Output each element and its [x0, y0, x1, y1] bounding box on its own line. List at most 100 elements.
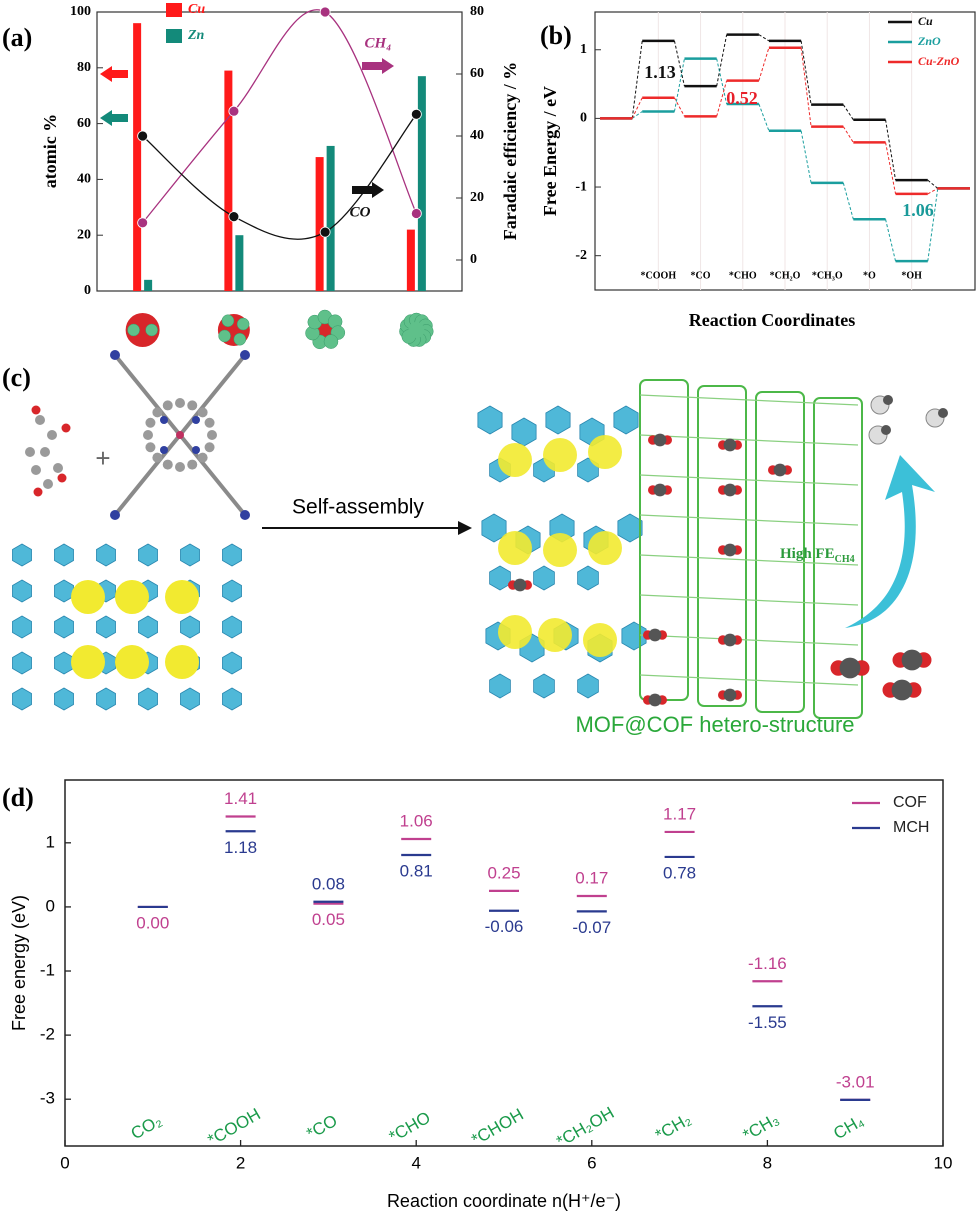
value-label: 1.06: [400, 811, 433, 830]
y-tick-label: -1: [40, 960, 55, 979]
mof-node: [481, 513, 507, 543]
y-tick-label: 60: [77, 116, 91, 131]
mof-node: [222, 615, 242, 639]
y-tick-label: 0: [46, 896, 55, 915]
cluster-atom: [323, 334, 339, 349]
atom: [152, 407, 163, 418]
cof-link: [639, 514, 859, 526]
ch4: [881, 425, 891, 435]
atom: [47, 430, 57, 440]
legend-label: Zn: [187, 28, 205, 43]
y-tick-label: 0: [84, 283, 91, 298]
step-connector: [927, 188, 939, 262]
atom: [240, 510, 250, 520]
atom: [33, 487, 43, 497]
cof-link: [639, 474, 859, 486]
value-label: 0.78: [663, 863, 696, 882]
atom: [204, 442, 215, 453]
pore: [165, 580, 199, 614]
value-label: 0.05: [312, 910, 345, 929]
mof-node: [138, 543, 158, 567]
bar: [144, 279, 153, 291]
step-label: *CHO: [386, 1108, 434, 1147]
step-label: *CH₂OH: [553, 1103, 617, 1151]
pore: [71, 645, 105, 679]
pore: [498, 443, 532, 477]
step-connector: [631, 40, 643, 119]
step-connector: [716, 80, 728, 117]
atom: [187, 459, 198, 470]
step-connector: [842, 104, 854, 121]
co2: [723, 543, 737, 557]
pore: [498, 531, 532, 565]
y-tick-label: 1: [46, 832, 55, 851]
bar: [315, 157, 324, 291]
atom: [162, 459, 173, 470]
cof-layer: [697, 385, 747, 707]
atom: [207, 430, 217, 440]
step-connector: [800, 130, 812, 184]
x-axis-label: Reaction coordinate n(H⁺/e⁻): [387, 1191, 621, 1211]
bar: [417, 76, 426, 291]
legend-label: ZnO: [917, 34, 941, 48]
mof-node: [180, 687, 200, 711]
value-label: 0.81: [400, 861, 433, 880]
pore: [588, 531, 622, 565]
atom: [187, 400, 198, 411]
step-label: *COOH: [204, 1104, 263, 1149]
y-axis-label: Free energy (eV): [9, 895, 29, 1031]
fe-label-sub: CH4: [835, 554, 855, 565]
y-tick-label: 0: [580, 111, 587, 126]
mof-node: [54, 651, 74, 675]
y2-tick-label: 40: [470, 128, 484, 143]
step-connector: [631, 97, 643, 119]
atom: [162, 400, 173, 411]
mof-node: [12, 615, 32, 639]
line-marker: [410, 208, 422, 219]
atom: [31, 465, 41, 475]
x-tick-label: *CH₃O: [812, 270, 843, 281]
co2: [513, 578, 527, 592]
bar: [406, 229, 415, 291]
atom: [240, 350, 250, 360]
step-connector: [758, 103, 770, 131]
mof-node: [54, 615, 74, 639]
x-tick-label: *CH₂O: [770, 270, 801, 281]
atom: [143, 430, 153, 440]
mof-node: [96, 687, 116, 711]
cof-link: [639, 674, 859, 686]
annotation: 1.13: [644, 62, 676, 82]
mof-node: [96, 615, 116, 639]
atom: [145, 417, 156, 428]
y-tick-label: 100: [70, 4, 91, 19]
step-connector: [758, 47, 770, 81]
y-tick-label: -2: [575, 248, 587, 263]
plot-frame: [64, 779, 944, 1147]
value-label: -1.55: [748, 1013, 787, 1032]
cof-link: [639, 394, 859, 406]
pore: [588, 435, 622, 469]
mof-node: [477, 405, 503, 435]
series-arrow: [352, 182, 384, 198]
line: [142, 113, 417, 240]
y-axis-label: atomic %: [40, 114, 60, 188]
cluster-atom: [236, 317, 250, 331]
line-marker: [319, 226, 331, 238]
step-connector: [716, 34, 728, 87]
step-connector: [927, 187, 939, 195]
mof-node: [577, 565, 599, 591]
pore: [115, 645, 149, 679]
axis-arrow: [100, 110, 128, 126]
y2-tick-label: 0: [470, 252, 477, 267]
step-connector: [927, 179, 939, 189]
series-label: CH₄: [365, 35, 392, 51]
value-label: 0.00: [136, 913, 169, 932]
mof-node: [545, 405, 571, 435]
cof-link: [639, 634, 859, 646]
y-tick-label: 1: [580, 42, 587, 57]
value-label: -3.01: [836, 1072, 875, 1091]
y2-tick-label: 80: [470, 4, 484, 19]
atom: [31, 405, 41, 415]
co2: [891, 679, 913, 701]
